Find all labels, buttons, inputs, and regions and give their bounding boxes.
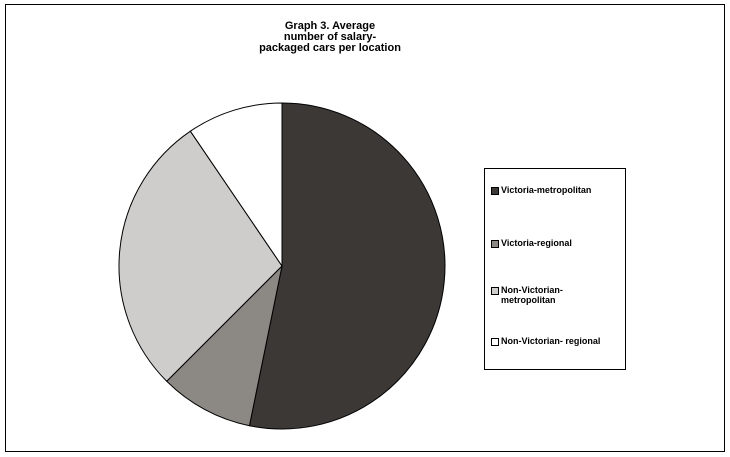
legend-label-non-victorian-metropolitan: Non-Victorian- metropolitan — [501, 285, 563, 305]
slice-victoria-metropolitan — [248, 102, 446, 430]
slice-non-victorian-regional — [189, 102, 283, 267]
legend: Victoria-metropolitan Victoria-regional … — [484, 168, 626, 370]
legend-swatch-non-victorian-metropolitan — [491, 287, 499, 295]
legend-item-non-victorian-regional: Non-Victorian- regional — [491, 336, 621, 346]
legend-item-victoria-regional: Victoria-regional — [491, 238, 621, 248]
legend-item-non-victorian-metropolitan: Non-Victorian- metropolitan — [491, 285, 621, 305]
slice-victoria-regional — [166, 265, 283, 427]
legend-swatch-non-victorian-regional — [491, 338, 499, 346]
slice-non-victorian-metropolitan — [118, 130, 283, 382]
legend-swatch-victoria-regional — [491, 240, 499, 248]
legend-swatch-victoria-metropolitan — [491, 187, 499, 195]
chart-title: Graph 3. Average number of salary- packa… — [259, 20, 401, 54]
legend-item-victoria-metropolitan: Victoria-metropolitan — [491, 185, 621, 195]
legend-label-victoria-regional: Victoria-regional — [501, 238, 572, 248]
legend-label-non-victorian-regional: Non-Victorian- regional — [501, 336, 601, 346]
legend-label-victoria-metropolitan: Victoria-metropolitan — [501, 185, 592, 195]
